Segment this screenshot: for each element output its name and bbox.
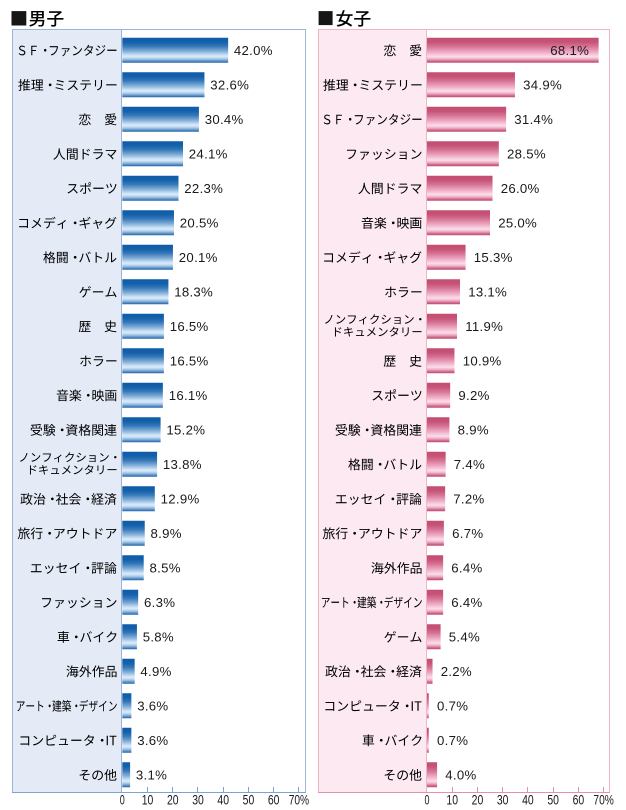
svg-text:6.4%: 6.4% — [451, 595, 482, 610]
svg-text:20.5%: 20.5% — [180, 216, 219, 231]
svg-text:42.0%: 42.0% — [234, 43, 273, 58]
svg-text:2.2%: 2.2% — [441, 664, 472, 679]
svg-text:7.4%: 7.4% — [454, 457, 485, 472]
svg-text:20.1%: 20.1% — [179, 250, 218, 265]
svg-text:70%: 70% — [593, 792, 613, 807]
svg-text:4.0%: 4.0% — [445, 768, 476, 783]
svg-text:30: 30 — [497, 792, 509, 807]
svg-text:28.5%: 28.5% — [507, 147, 546, 162]
svg-text:10.9%: 10.9% — [463, 354, 502, 369]
svg-text:15.2%: 15.2% — [166, 423, 205, 438]
svg-text:8.9%: 8.9% — [458, 423, 489, 438]
svg-text:20: 20 — [167, 792, 179, 807]
svg-text:34.9%: 34.9% — [523, 78, 562, 93]
svg-text:40: 40 — [522, 792, 534, 807]
svg-text:24.1%: 24.1% — [189, 147, 228, 162]
svg-text:30: 30 — [192, 792, 204, 807]
svg-text:10: 10 — [142, 792, 154, 807]
svg-text:50: 50 — [243, 792, 255, 807]
svg-text:3.6%: 3.6% — [137, 699, 168, 714]
svg-text:0.7%: 0.7% — [437, 699, 468, 714]
svg-text:50: 50 — [547, 792, 559, 807]
svg-text:70%: 70% — [289, 792, 309, 807]
svg-text:4.9%: 4.9% — [140, 664, 171, 679]
svg-text:11.9%: 11.9% — [465, 319, 503, 334]
svg-text:10: 10 — [446, 792, 458, 807]
svg-text:16.5%: 16.5% — [170, 354, 209, 369]
svg-text:5.4%: 5.4% — [449, 630, 480, 645]
svg-text:13.8%: 13.8% — [163, 457, 202, 472]
svg-text:9.2%: 9.2% — [458, 388, 489, 403]
svg-text:25.0%: 25.0% — [498, 216, 537, 231]
svg-text:7.2%: 7.2% — [453, 492, 484, 507]
svg-text:32.6%: 32.6% — [210, 78, 249, 93]
svg-text:31.4%: 31.4% — [514, 112, 553, 127]
svg-text:8.9%: 8.9% — [151, 526, 182, 541]
svg-text:6.7%: 6.7% — [452, 526, 483, 541]
svg-text:20: 20 — [472, 792, 484, 807]
svg-text:0: 0 — [120, 792, 125, 807]
svg-text:22.3%: 22.3% — [184, 181, 223, 196]
svg-text:8.5%: 8.5% — [150, 561, 181, 576]
svg-text:40: 40 — [217, 792, 229, 807]
svg-text:30.4%: 30.4% — [205, 112, 244, 127]
svg-text:60: 60 — [268, 792, 280, 807]
svg-text:60: 60 — [573, 792, 585, 807]
svg-text:6.4%: 6.4% — [451, 561, 482, 576]
svg-text:18.3%: 18.3% — [174, 285, 213, 300]
svg-text:5.8%: 5.8% — [143, 630, 174, 645]
svg-text:15.3%: 15.3% — [474, 250, 513, 265]
svg-text:12.9%: 12.9% — [161, 492, 200, 507]
svg-text:0.7%: 0.7% — [437, 733, 468, 748]
svg-text:13.1%: 13.1% — [468, 285, 507, 300]
svg-text:3.1%: 3.1% — [136, 768, 167, 783]
svg-text:16.1%: 16.1% — [169, 388, 208, 403]
svg-text:16.5%: 16.5% — [170, 319, 209, 334]
svg-text:3.6%: 3.6% — [137, 733, 168, 748]
svg-text:68.1%: 68.1% — [550, 43, 589, 58]
svg-text:6.3%: 6.3% — [144, 595, 175, 610]
svg-text:26.0%: 26.0% — [501, 181, 540, 196]
svg-text:0: 0 — [425, 792, 430, 807]
